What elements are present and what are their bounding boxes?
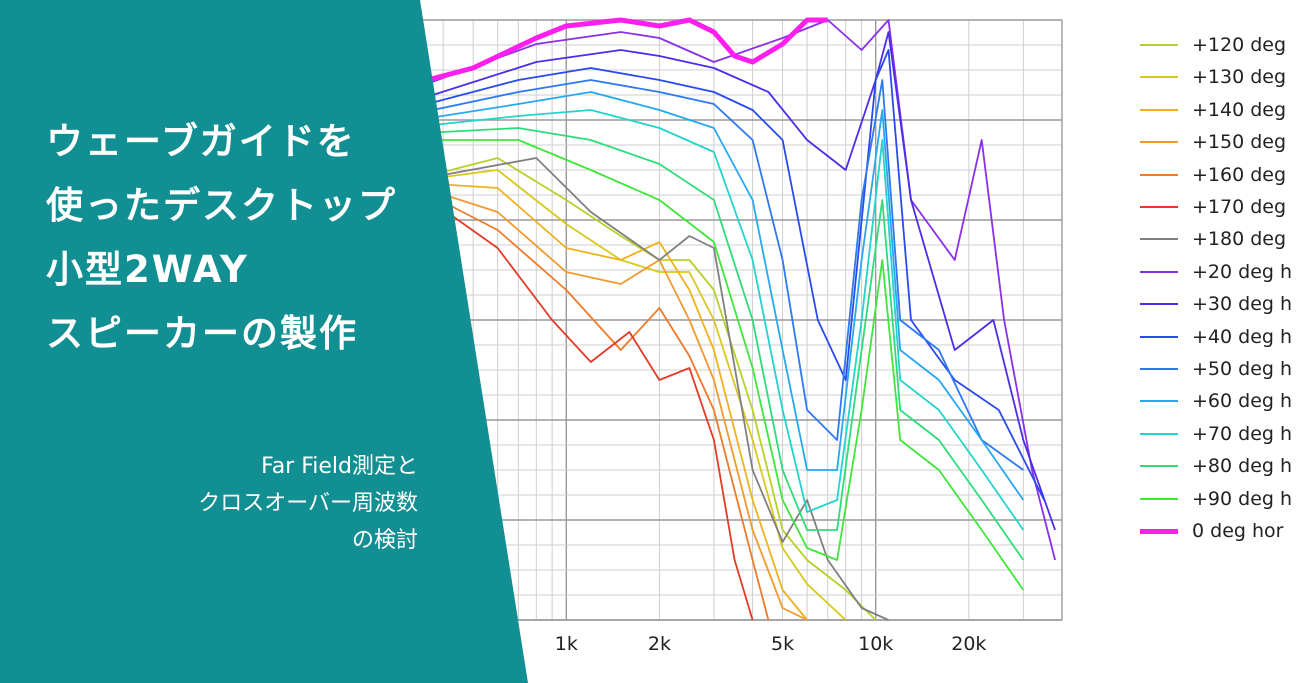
chart-grid (380, 19, 1063, 621)
legend-label: +30 deg h (1192, 293, 1293, 316)
legend-label: +40 deg h (1192, 325, 1293, 348)
legend-label: +130 deg (1192, 66, 1287, 89)
legend-label: +50 deg h (1192, 358, 1293, 380)
x-axis-ticks: 1k 2k 5k 10k 20k (555, 633, 987, 655)
legend-label: +170 deg (1192, 196, 1287, 218)
legend-swatch (1140, 432, 1178, 435)
series-line-7 (404, 19, 1056, 561)
legend-swatch (1140, 173, 1178, 176)
legend-swatch (1140, 335, 1178, 338)
series-line-8 (404, 31, 1056, 531)
legend-label: +60 deg h (1192, 390, 1293, 413)
series-line-12 (404, 109, 1025, 531)
series-line-10 (404, 79, 1024, 471)
legend-swatch (1140, 465, 1178, 468)
series-line-1 (404, 169, 847, 621)
x-tick-label: 10k (858, 633, 893, 655)
chart-series-lines (403, 17, 1056, 621)
series-line-14 (404, 139, 1025, 591)
legend-label: +80 deg h (1192, 455, 1293, 478)
series-line-3 (404, 181, 808, 621)
series-line-13 (404, 127, 1025, 561)
legend-swatch (1140, 270, 1178, 273)
legend-swatch (1140, 529, 1178, 534)
legend-swatch (1140, 44, 1178, 46)
legend-swatch (1140, 400, 1178, 403)
legend-label: 0 deg hor (1192, 520, 1284, 542)
legend-label: +150 deg (1192, 131, 1287, 154)
series-line-0 (404, 157, 877, 621)
legend-swatch (1140, 368, 1178, 370)
series-line-2 (404, 181, 808, 621)
legend-swatch (1140, 108, 1178, 111)
series-line-15 (403, 17, 828, 89)
x-tick-label: 2k (648, 633, 671, 655)
legend-label: +180 deg (1192, 228, 1287, 251)
series-line-6 (404, 157, 889, 621)
series-line-4 (404, 181, 770, 621)
legend-label: +160 deg (1192, 163, 1287, 186)
legend-label: +140 deg (1192, 98, 1287, 121)
legend-swatch (1140, 141, 1178, 144)
x-tick-label: 1k (555, 633, 578, 655)
legend-label: +70 deg h (1192, 422, 1293, 445)
legend-label: +120 deg (1192, 34, 1287, 56)
legend-swatch (1140, 238, 1178, 241)
legend-label: +90 deg h (1192, 487, 1293, 510)
x-tick-label: 5k (771, 633, 794, 655)
series-line-9 (404, 49, 1045, 501)
banner-background (0, 0, 528, 683)
legend-swatch (1140, 206, 1178, 208)
legend-swatch (1140, 76, 1178, 79)
legend-swatch (1140, 497, 1178, 500)
series-line-5 (403, 181, 754, 621)
legend-label: +20 deg h (1192, 260, 1293, 283)
legend-swatch (1140, 303, 1178, 306)
series-line-11 (404, 91, 1025, 501)
x-tick-label: 20k (951, 633, 986, 655)
